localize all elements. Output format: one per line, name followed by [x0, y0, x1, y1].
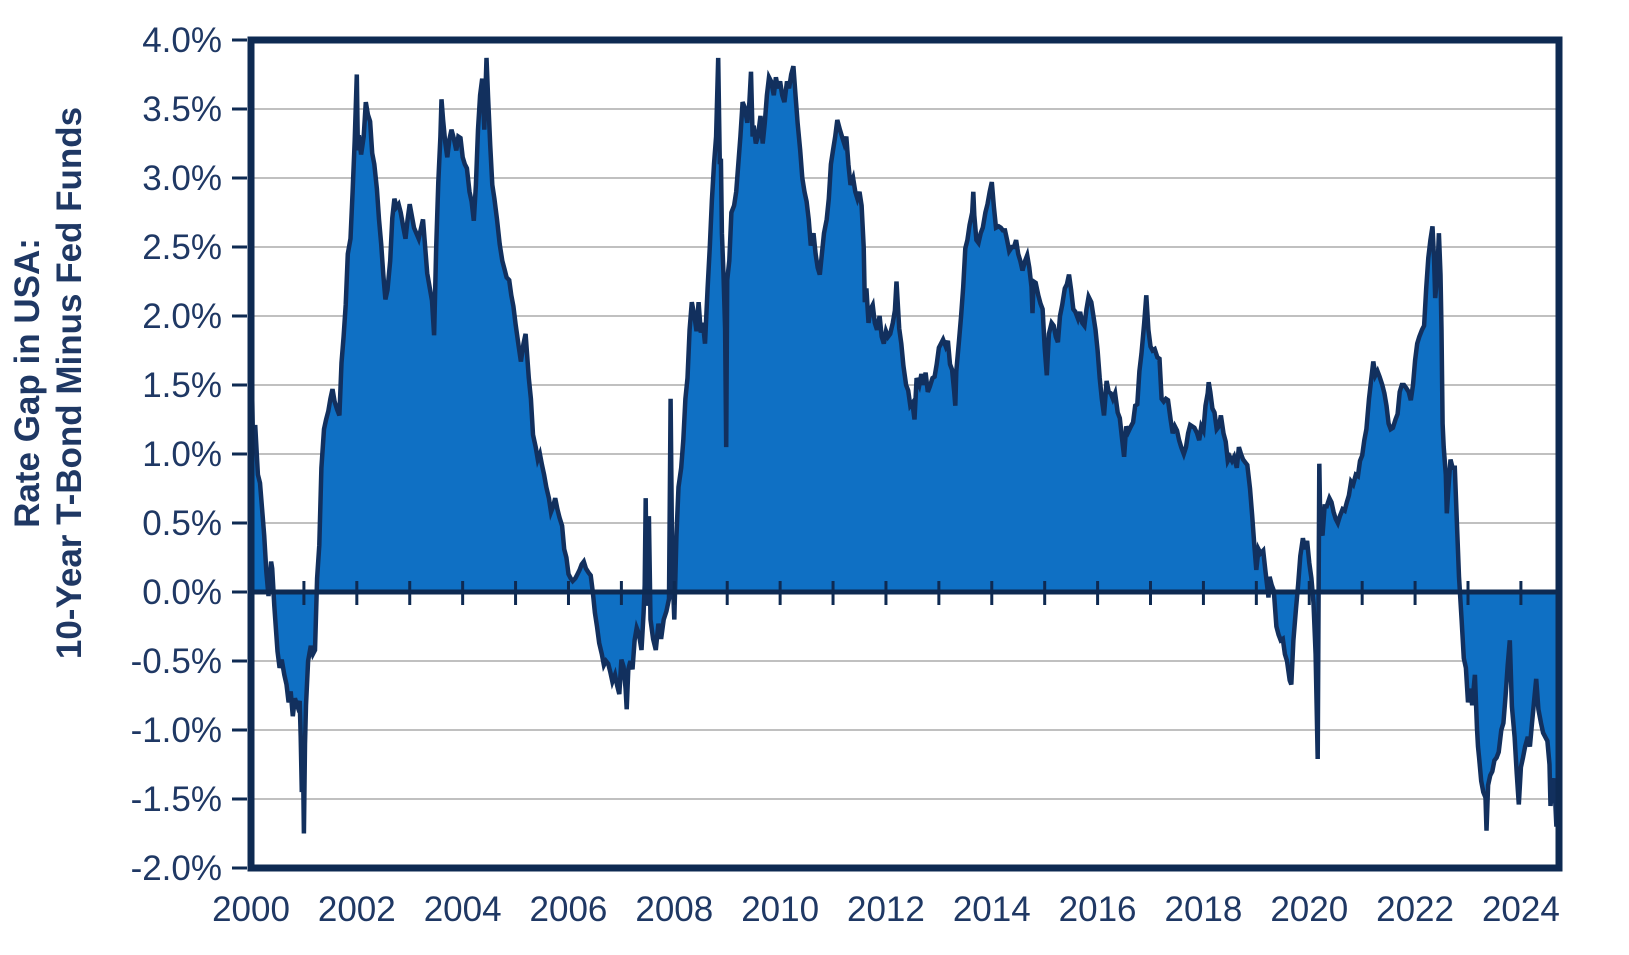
y-axis-label: 0.0%	[142, 573, 222, 612]
y-axis-label: -2.0%	[131, 849, 222, 888]
x-axis-ticks	[249, 581, 1523, 605]
x-axis-label: 2000	[212, 890, 290, 929]
y-axis-label: 0.5%	[142, 504, 222, 543]
x-axis-label: 2004	[424, 890, 502, 929]
x-axis-label: 2016	[1059, 890, 1137, 929]
y-axis-labels: 4.0% 3.5% 3.0% 2.5% 2.0% 1.5% 1.0% 0.5% 0.0% -0.5…	[131, 21, 222, 888]
plot-frame	[247, 36, 1563, 872]
area-series-line	[248, 57, 1562, 834]
y-axis-label: -1.0%	[131, 711, 222, 750]
x-axis-labels: 2000 2002 2004 2006 2008 2010 2012 2014 2016 2018…	[212, 890, 1560, 929]
x-axis-label: 2024	[1482, 890, 1560, 929]
x-axis-label: 2022	[1376, 890, 1454, 929]
y-axis-title: Rate Gap in USA: 10-Year T-Bond Minus Fed…	[8, 107, 89, 659]
x-axis-label: 2020	[1270, 890, 1348, 929]
y-axis-label: 1.5%	[142, 366, 222, 405]
y-axis-label: 1.0%	[142, 435, 222, 474]
y-axis-label: -0.5%	[131, 642, 222, 681]
x-axis-label: 2008	[635, 890, 713, 929]
x-axis-label: 2010	[741, 890, 819, 929]
x-axis-label: 2002	[318, 890, 396, 929]
y-axis-title-line-1: Rate Gap in USA:	[8, 238, 47, 528]
x-axis-label: 2006	[530, 890, 608, 929]
y-axis-ticks	[232, 38, 247, 870]
x-axis-label: 2014	[953, 890, 1031, 929]
y-axis-title-line-2: 10-Year T-Bond Minus Fed Funds	[50, 107, 89, 659]
y-axis-label: 4.0%	[142, 21, 222, 60]
y-axis-label: 2.0%	[142, 297, 222, 336]
y-axis-label: 2.5%	[142, 228, 222, 267]
x-axis-label: 2018	[1164, 890, 1242, 929]
x-axis-label: 2012	[847, 890, 925, 929]
y-axis-label: 3.0%	[142, 159, 222, 198]
area-series-fill	[251, 57, 1559, 834]
y-axis-label: -1.5%	[131, 780, 222, 819]
y-axis-label: 3.5%	[142, 90, 222, 129]
